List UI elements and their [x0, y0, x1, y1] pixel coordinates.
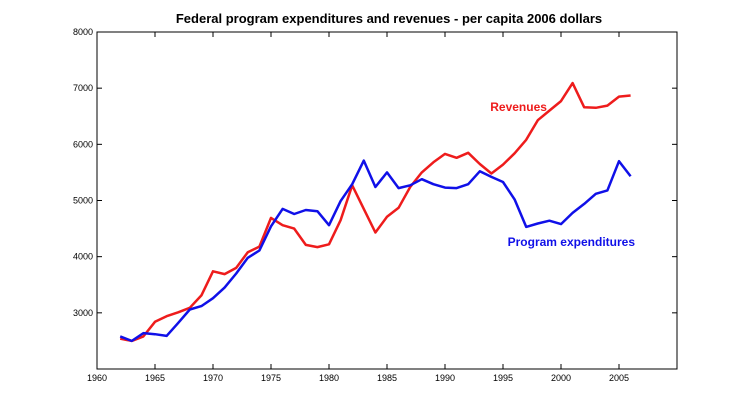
x-tick-label: 1970: [203, 373, 223, 383]
annotation-label: Revenues: [490, 100, 547, 114]
y-tick-label: 8000: [73, 27, 93, 37]
x-tick-label: 1985: [377, 373, 397, 383]
x-tick-label: 1975: [261, 373, 281, 383]
series-line-program-expenditures: [119, 159, 632, 343]
axis-ticks: 1960 1965 1970 1975 1980 1985 1990 1995 2000 2005…: [73, 27, 677, 383]
chart-title: Federal program expenditures and revenue…: [176, 11, 602, 26]
series-line-revenues: [119, 81, 631, 343]
x-tick-label: 1995: [493, 373, 513, 383]
x-tick-label: 1965: [145, 373, 165, 383]
x-tick-label: 1960: [87, 373, 107, 383]
x-tick-label: 2000: [551, 373, 571, 383]
y-tick-label: 6000: [73, 139, 93, 149]
y-tick-label: 7000: [73, 83, 93, 93]
x-tick-label: 2005: [609, 373, 629, 383]
annotation-label: Program expenditures: [508, 235, 636, 249]
x-tick-label: 1990: [435, 373, 455, 383]
y-tick-label: 5000: [73, 196, 93, 206]
x-tick-label: 1980: [319, 373, 339, 383]
series-layer: [119, 81, 632, 343]
y-tick-label: 3000: [73, 308, 93, 318]
annotation-layer: Revenues Program expenditures: [490, 100, 635, 249]
y-tick-label: 4000: [73, 252, 93, 262]
plot-frame: [96, 31, 678, 370]
